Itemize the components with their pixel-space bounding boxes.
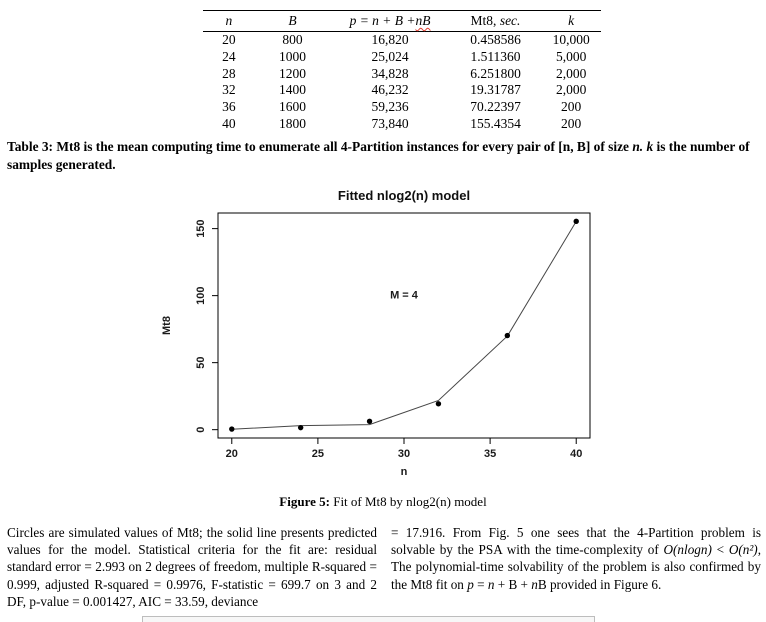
table-cell: 34,828 (371, 65, 409, 81)
text-run: Figure 5: (279, 494, 330, 509)
table-cell: 59,236 (371, 99, 409, 115)
text-run: k (568, 13, 575, 28)
table-cell: 20 (222, 32, 236, 47)
data-point (573, 218, 579, 225)
text-run: = 17.916. From Fig. 5 one sees that the … (391, 525, 761, 558)
chart-svg: 20 25 30 35 40 0 50 100 150 Fitted nlog2(n) model… (161, 188, 591, 478)
table-cell: 5,000 (555, 48, 587, 64)
col-header-B: B (255, 11, 331, 32)
fitted-line (231, 221, 577, 430)
text-run: Table 3: Mt8 is the mean computing time … (7, 139, 633, 154)
y-tick-label: 100 (195, 286, 207, 304)
table-caption: Table 3: Mt8 is the mean computing time … (7, 138, 759, 173)
col-header-mt8: Mt8, sec. (450, 11, 542, 32)
table-cell: 28 (222, 65, 236, 81)
chart-annotation: M = 4 (390, 289, 419, 301)
table-cell: 200 (561, 99, 582, 115)
table-cell: 2,000 (555, 82, 587, 98)
table-cell: 32 (222, 82, 236, 98)
x-tick-label: 30 (398, 448, 410, 460)
body-right-column: = 17.916. From Fig. 5 one sees that the … (391, 524, 761, 610)
x-tick-label: 40 (570, 448, 582, 460)
table-cell: 36 (222, 99, 236, 115)
table-cell: 1600 (279, 99, 307, 115)
table-cell: 24 (222, 48, 236, 64)
chart-title: Fitted nlog2(n) model (338, 188, 470, 203)
col-header-k: k (541, 11, 601, 32)
col-header-p: p = n + B +nB (330, 11, 449, 32)
text-run: Mt8, (470, 13, 500, 28)
table-cell: 10,000 (552, 32, 590, 47)
table-cell: 1200 (279, 65, 307, 81)
data-point (366, 418, 373, 424)
body-left-column: Circles are simulated values of Mt8; the… (7, 525, 377, 609)
data-point (229, 426, 235, 432)
table-cell: 16,820 (371, 32, 409, 47)
text-run: O(nlogn) (663, 542, 712, 558)
plot-box (217, 212, 591, 439)
body-text: Circles are simulated values of Mt8; the… (7, 524, 761, 610)
y-tick-label: 150 (195, 219, 207, 237)
data-point (297, 424, 304, 431)
table-cell: 0.458586 (470, 32, 521, 47)
text-run: B (288, 13, 297, 28)
text-run: , The polynomial-time solvability of the… (391, 542, 761, 592)
results-table: n B p = n + B +nB Mt8, sec. k 20 800 16,82… (203, 10, 601, 133)
table-cell: 1000 (279, 48, 307, 64)
text-run: Fit of Mt8 by nlog2(n) model (329, 494, 487, 509)
text-run: nB (415, 13, 431, 28)
table-header-row: n B p = n + B +nB Mt8, sec. k (203, 10, 601, 32)
text-run: + B + (494, 576, 532, 592)
text-run: O(n²) (728, 542, 758, 558)
col-header-n: n (203, 11, 255, 32)
table-row: 20 800 16,820 0.458586 10,000 (203, 32, 601, 49)
table-cell: 2,000 (555, 65, 587, 81)
table-row: 40 1800 73,840 155.4354 200 (203, 116, 601, 133)
y-axis-label: Mt8 (161, 316, 173, 335)
figure-chart: 20 25 30 35 40 0 50 100 150 Fitted nlog2(n) model… (150, 188, 620, 482)
table-cell: 25,024 (371, 48, 409, 64)
table-header: n B p = n + B +nB Mt8, sec. k (203, 10, 601, 32)
text-run: B provided in Figure 6. (537, 576, 662, 592)
table-cell: 6.251800 (470, 65, 521, 81)
table-cell: 70.22397 (470, 99, 521, 115)
table-row: 28 1200 34,828 6.251800 2,000 (203, 66, 601, 83)
table-cell: 19.31787 (470, 82, 521, 98)
data-point (504, 332, 511, 339)
table-body: 20 800 16,820 0.458586 10,000 24 1000 25,024 1.5… (203, 32, 601, 133)
table-row: 32 1400 46,232 19.31787 2,000 (203, 82, 601, 99)
table-cell: 40 (222, 115, 236, 131)
text-run: n (225, 13, 233, 28)
text-run: n. k (632, 139, 654, 154)
table-cell: 155.4354 (470, 115, 521, 131)
x-axis-label: n (401, 466, 408, 478)
figure-caption: Figure 5: Fit of Mt8 by nlog2(n) model (0, 494, 766, 510)
text-run: < (711, 542, 729, 558)
text-run: = (473, 576, 488, 592)
table-row: 24 1000 25,024 1.511360 5,000 (203, 49, 601, 66)
data-point (435, 401, 442, 407)
bottom-horizontal-rule (142, 616, 595, 622)
table-cell: 800 (282, 32, 303, 47)
text-run: p = n + B + (349, 13, 416, 28)
text-run: is the number of samples generated. (7, 139, 750, 172)
table-cell: 46,232 (371, 82, 409, 98)
x-tick-label: 35 (484, 448, 496, 460)
text-run: n (531, 576, 538, 592)
x-tick-label: 20 (226, 448, 238, 460)
table-cell: 200 (561, 115, 582, 131)
table-cell: 1.511360 (470, 48, 521, 64)
y-tick-label: 0 (195, 427, 207, 433)
table-cell: 1400 (279, 82, 307, 98)
table-row: 36 1600 59,236 70.22397 200 (203, 99, 601, 116)
x-tick-label: 25 (312, 448, 324, 460)
text-run: n (487, 576, 495, 592)
table-cell: 1800 (279, 115, 307, 131)
text-run: sec. (499, 13, 521, 28)
text-run: p (467, 576, 474, 592)
y-tick-label: 50 (195, 357, 207, 369)
table-cell: 73,840 (371, 115, 409, 131)
